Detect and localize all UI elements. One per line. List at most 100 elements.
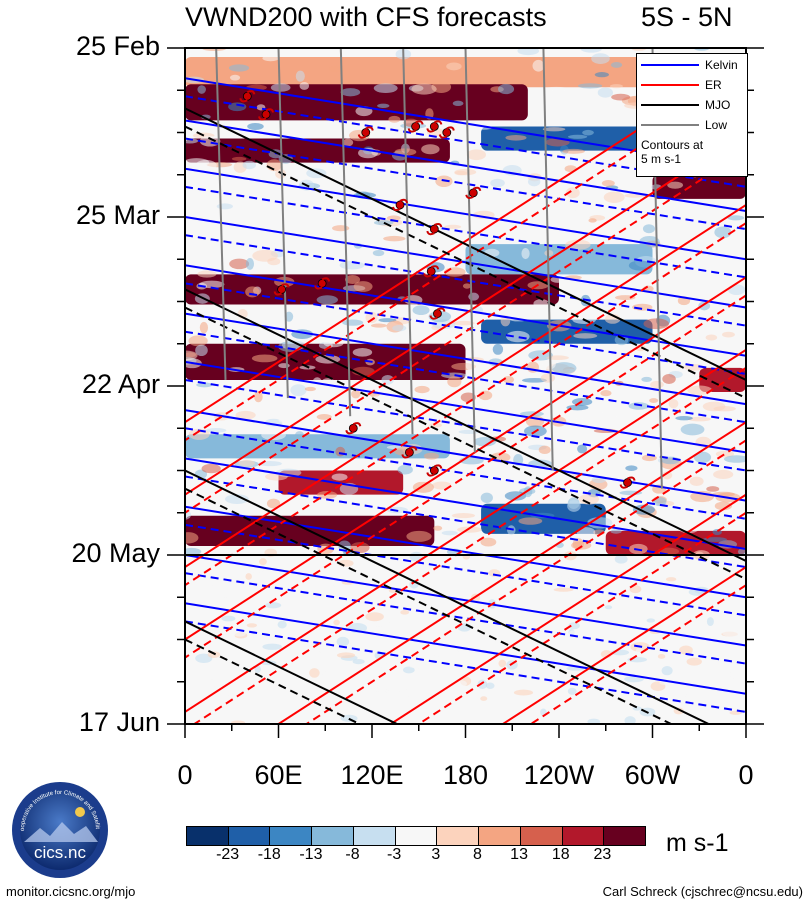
anomaly-blotch [625, 465, 638, 471]
anomaly-blotch [521, 247, 530, 260]
anomaly-blotch [702, 537, 728, 542]
forecast-blotch [245, 573, 252, 580]
colorbar-tick-label: 13 [510, 846, 528, 863]
anomaly-blotch [578, 493, 600, 505]
anomaly-blotch [247, 122, 264, 130]
anomaly-blotch [610, 529, 622, 534]
series-low-line [339, 48, 352, 417]
forecast-blotch [513, 689, 534, 696]
anomaly-blotch [410, 190, 421, 201]
series-low-line [402, 48, 414, 435]
colorbar-units: m s-1 [666, 829, 729, 857]
anomaly-blotch [582, 129, 594, 136]
forecast-blotch [553, 587, 574, 592]
anomaly-blotch [466, 149, 487, 161]
legend-swatch [641, 64, 699, 66]
forecast-blotch [736, 588, 746, 597]
x-tick-label: 0 [738, 760, 754, 790]
anomaly-blotch [542, 127, 566, 132]
anomaly-blotch [566, 404, 589, 411]
forecast-blotch [614, 554, 628, 564]
forecast-blotch [423, 655, 444, 663]
colorbar-tick-label: 23 [593, 846, 612, 863]
anomaly-blotch [521, 377, 547, 383]
anomaly-blotch [340, 88, 361, 97]
series-er-line [185, 276, 746, 641]
series-er-dashed [185, 222, 746, 587]
series-kelvin-line [185, 216, 746, 309]
series-kelvin-line [185, 554, 746, 647]
anomaly-blotch [698, 301, 711, 311]
forecast-blotch [567, 687, 577, 695]
colorbar-tick-label: -8 [345, 846, 360, 863]
anomaly-blotch [373, 83, 398, 93]
series-er-dashed [416, 511, 746, 724]
anomaly-blotch [490, 178, 505, 188]
legend-swatch [641, 124, 699, 126]
anomaly-blotch [567, 500, 581, 512]
series-er-line [185, 131, 746, 496]
legend-item-low: Low [641, 118, 727, 132]
forecast-blotch [206, 679, 226, 687]
anomaly-blotch [412, 305, 430, 316]
anomaly-blotch [497, 84, 515, 95]
y-tick-label: 25 Mar [75, 200, 160, 230]
series-low-line [277, 48, 289, 399]
anomaly-blotch [245, 286, 260, 298]
anomaly-blotch [662, 374, 676, 384]
anomaly-blotch [322, 378, 335, 385]
anomaly-blotch [546, 355, 569, 361]
anomaly-blotch [527, 177, 541, 187]
series-kelvin-line [185, 457, 746, 550]
anomaly-blotch [693, 451, 712, 464]
anomaly-blotch [567, 134, 588, 139]
anomaly-blotch [188, 335, 208, 347]
series-mjo-line [185, 469, 711, 724]
anomaly-blotch [335, 446, 346, 457]
anomaly-blotch [473, 436, 497, 447]
anomaly-blotch [197, 85, 206, 94]
forecast-blotch [352, 658, 365, 665]
chart-title: VWND200 with CFS forecasts [185, 2, 547, 32]
anomaly-blotch [689, 476, 704, 487]
anomaly-blotch [577, 444, 588, 454]
series-kelvin-dashed [185, 572, 746, 665]
anomaly-blotch [452, 100, 464, 107]
anomaly-blotch [643, 318, 670, 330]
series-kelvin-dashed [185, 378, 746, 472]
anomaly-blotch [235, 410, 256, 420]
anomaly-band-1 [185, 84, 528, 121]
chart-region: 5S - 5N [641, 2, 733, 32]
series-er-dashed [192, 367, 746, 724]
forecast-blotch [576, 687, 597, 695]
anomaly-blotch [421, 144, 440, 155]
footer-credit: Carl Schreck (cjschrec@ncsu.edu) [602, 884, 803, 899]
storm-marker [401, 446, 418, 459]
colorbar-tick-label: -18 [257, 846, 281, 863]
forecast-blotch [706, 617, 714, 627]
forecast-blotch [657, 653, 666, 659]
storm-marker [392, 198, 409, 212]
forecast-blotch [682, 564, 697, 574]
anomaly-blotch [603, 191, 625, 203]
anomaly-blotch [205, 428, 227, 433]
anomaly-blotch [304, 386, 316, 392]
forecast-blotch [277, 620, 287, 629]
colorbar-segment [270, 827, 313, 845]
anomaly-blotch [649, 398, 659, 403]
anomaly-blotch [611, 93, 631, 101]
anomaly-blotch [517, 48, 540, 56]
storm-marker [407, 120, 424, 133]
series-low-line [464, 48, 476, 453]
anomaly-blotch [245, 257, 255, 270]
storm-marker [438, 126, 455, 139]
forecast-blotch [722, 629, 741, 637]
anomaly-blotch [641, 376, 653, 382]
anomaly-blotch [573, 333, 598, 339]
forecast-blotch [333, 619, 340, 626]
anomaly-blotch [580, 48, 602, 53]
anomaly-blotch [352, 348, 373, 357]
forecast-blotch [241, 640, 254, 649]
colorbar-segment [437, 827, 480, 845]
